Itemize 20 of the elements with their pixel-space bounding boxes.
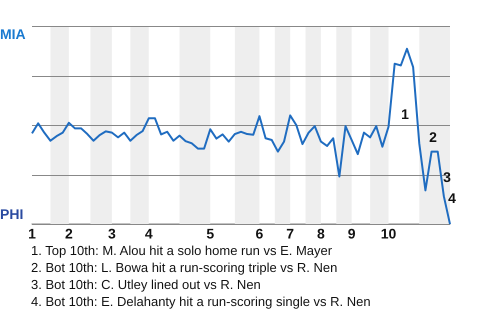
annotation: 4 [448,190,456,206]
x-tick-label: 9 [348,225,356,242]
annotation: 3 [443,168,452,185]
x-tick-label: 2 [64,225,73,242]
annotation: 1 [401,106,410,122]
text: MIA [0,26,26,42]
text: 1. Top 10th: M. Alou hit a solo home run vs E. Mayer [31,242,334,259]
x-tick-label: 5 [206,225,214,242]
x-tick-label: 7 [286,225,294,242]
x-tick-label: 6 [256,225,264,242]
text: 4. Bot 10th: E. Delahanty hit a run-scoring single vs R. Nen [31,293,371,310]
x-tick-label: 1 [28,225,36,242]
annotation: 2 [429,128,438,145]
x-tick-label: 10 [380,225,397,242]
text: PHI [0,206,24,222]
x-tick-label: 8 [317,225,326,242]
x-tick-label: 4 [144,225,153,242]
x-tick-label: 3 [108,225,116,242]
text: 3. Bot 10th: C. Utley lined out vs R. Nen [31,276,262,293]
text: 2. Bot 10th: L. Bowa hit a run-scoring triple vs R. Nen [31,259,338,276]
